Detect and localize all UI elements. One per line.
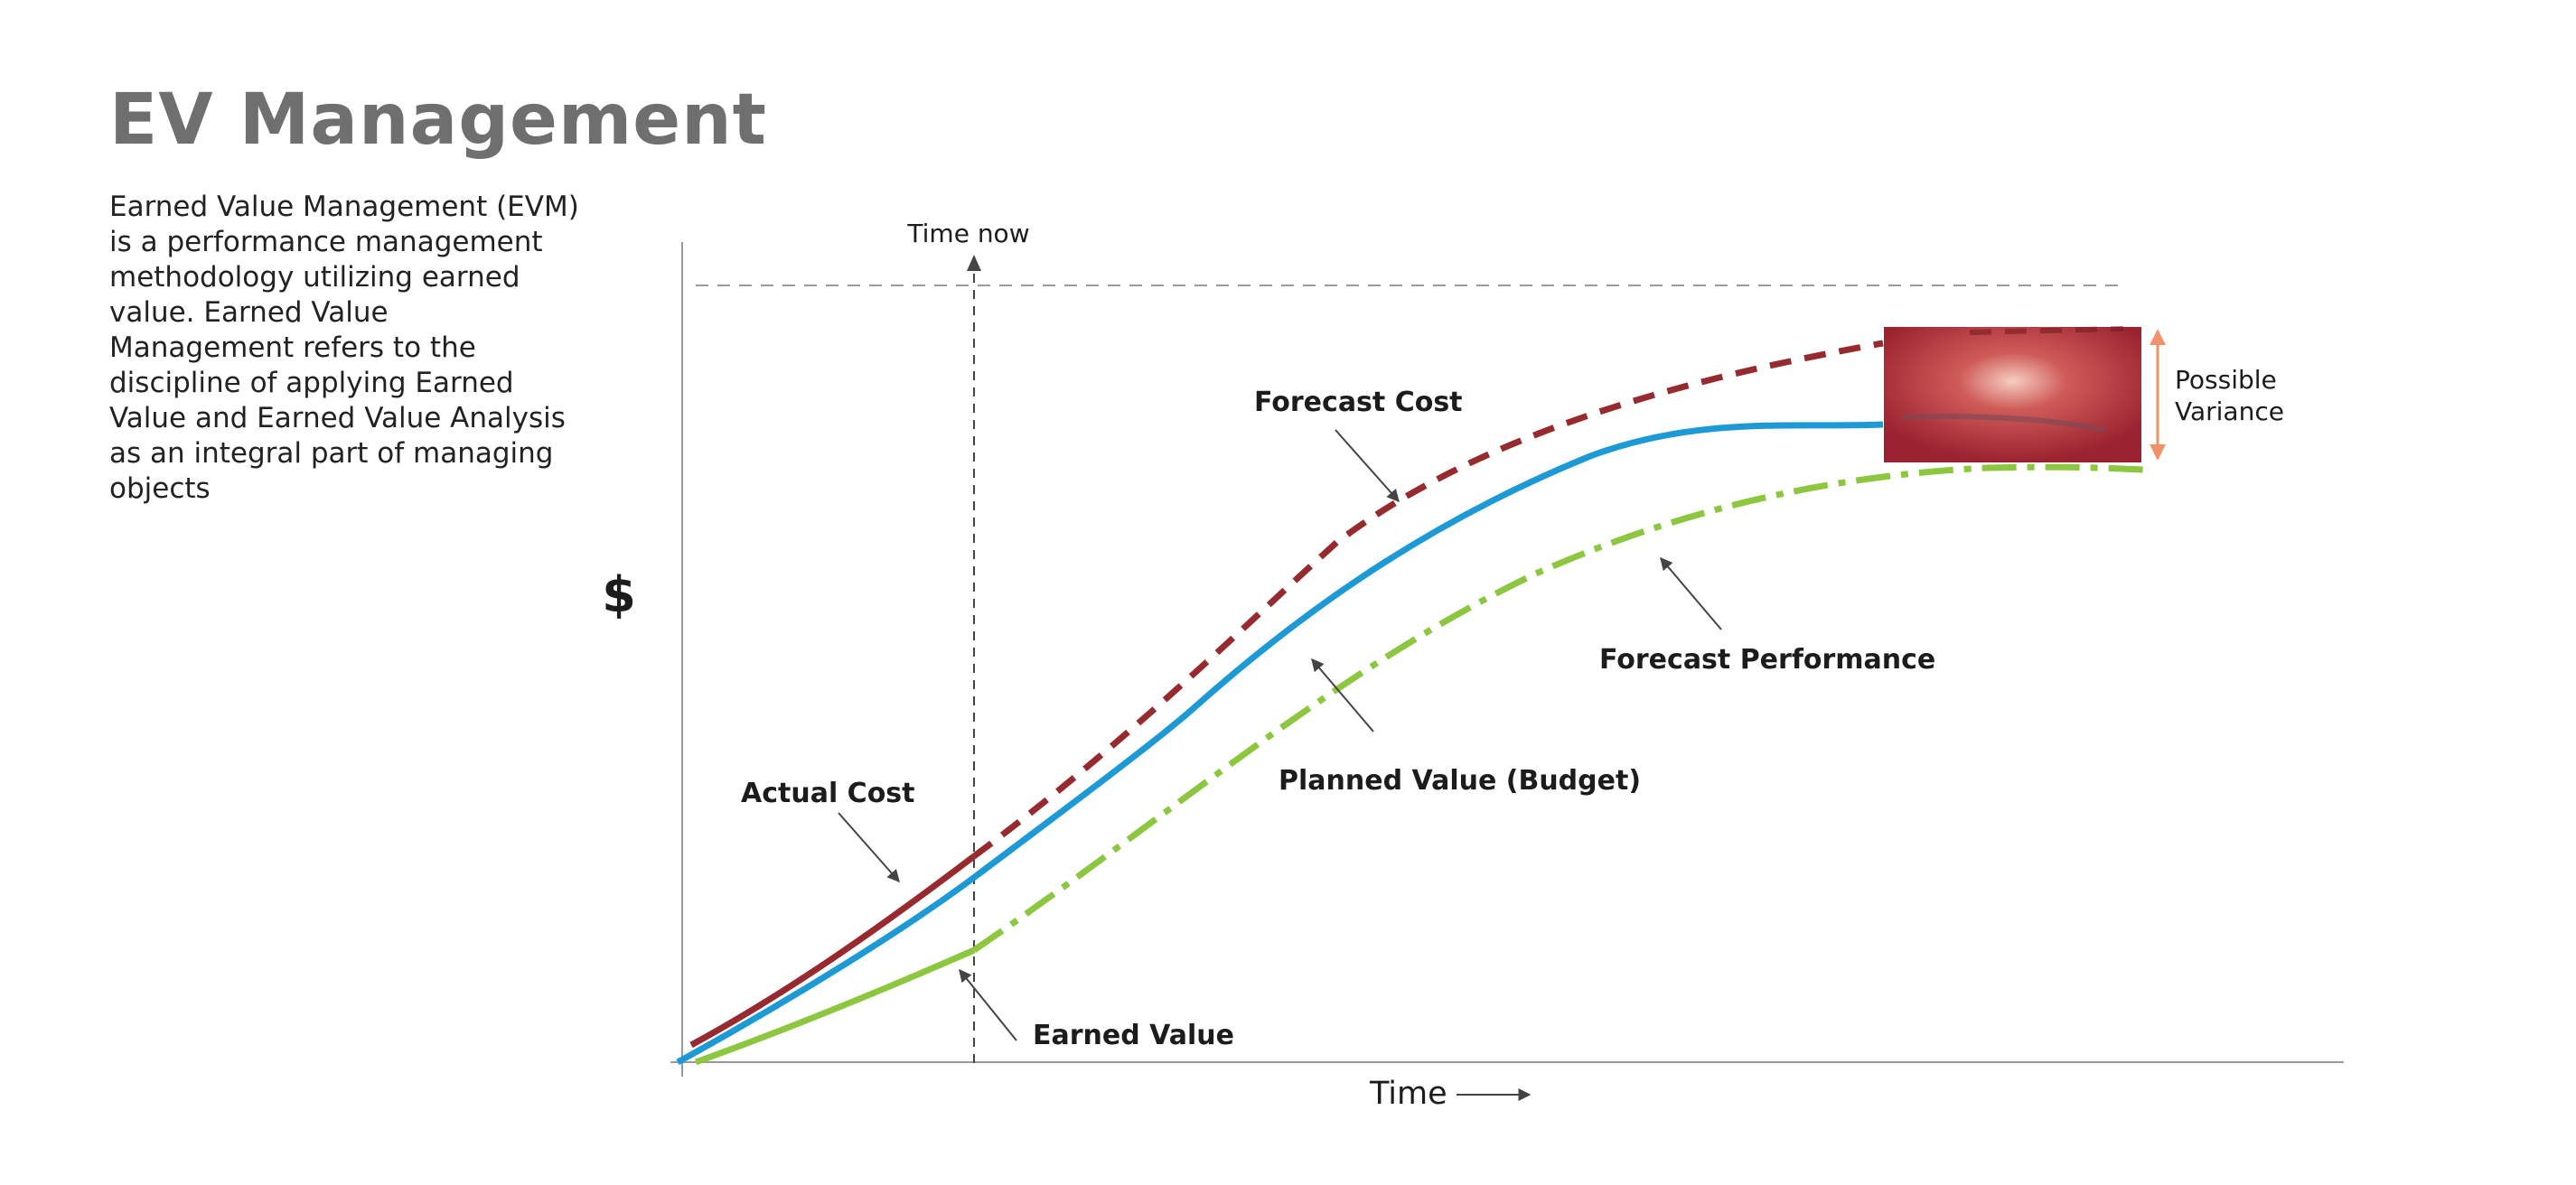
earned-value-pointer xyxy=(959,968,1017,1041)
possible-variance-label-1: Possible xyxy=(2175,365,2277,395)
earned-value-curve xyxy=(694,947,976,1066)
actual-cost-pointer xyxy=(838,812,900,883)
forecast-performance-label: Forecast Performance xyxy=(1599,644,1935,676)
actual-cost-curve xyxy=(689,854,977,1049)
possible-variance-label-2: Variance xyxy=(2175,397,2284,426)
x-axis-label: Time xyxy=(1369,1076,1447,1112)
description-text: Earned Value Management (EVM) is a perfo… xyxy=(109,191,579,505)
forecast-performance-curve xyxy=(972,463,2144,953)
forecast-performance-pointer xyxy=(1660,556,1722,630)
page-title: EV Management xyxy=(109,79,767,161)
planned-value-curve xyxy=(676,421,1884,1066)
variance-box-streak xyxy=(1901,413,2106,433)
planned-value-pointer xyxy=(1311,658,1374,732)
variance-box xyxy=(1884,327,2141,462)
earned-value-label: Earned Value xyxy=(1033,1020,1234,1051)
y-axis-label: $ xyxy=(602,566,636,623)
actual-cost-label: Actual Cost xyxy=(741,778,915,809)
forecast-cost-pointer xyxy=(1335,429,1400,503)
planned-value-label: Planned Value (Budget) xyxy=(1279,765,1641,797)
time-now-label: Time now xyxy=(906,219,1029,248)
forecast-cost-curve xyxy=(971,340,1884,859)
variance-box-dash xyxy=(1969,326,2124,335)
forecast-cost-label: Forecast Cost xyxy=(1254,387,1463,418)
time-now-arrowhead xyxy=(967,255,981,271)
